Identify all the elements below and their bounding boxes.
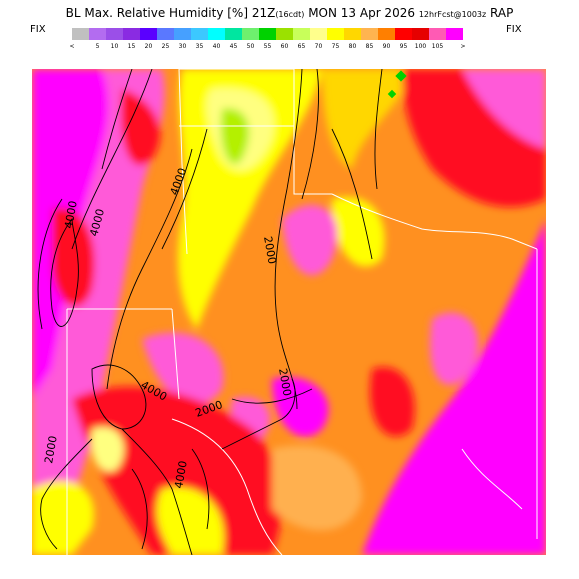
title-main: BL Max. Relative Humidity [%] 21Z: [65, 6, 276, 20]
tick-label: 70: [314, 43, 323, 50]
title-model: RAP: [490, 6, 514, 20]
tick-label: 10: [110, 43, 119, 50]
color-bar-swatch: [293, 28, 310, 40]
color-bar: [72, 28, 463, 40]
tick-label: 95: [399, 43, 408, 50]
tick-label: 15: [127, 43, 136, 50]
color-bar-swatch: [208, 28, 225, 40]
tick-lt: <: [69, 43, 75, 50]
color-bar-swatch: [157, 28, 174, 40]
color-bar-swatch: [361, 28, 378, 40]
color-bar-swatch: [89, 28, 106, 40]
color-bar-swatch: [140, 28, 157, 40]
tick-gt: >: [460, 43, 466, 50]
color-bar-swatch: [174, 28, 191, 40]
tick-label: 45: [229, 43, 238, 50]
tick-label: 65: [297, 43, 306, 50]
tick-label: 35: [195, 43, 204, 50]
color-bar-swatch: [310, 28, 327, 40]
color-bar-swatch: [378, 28, 395, 40]
tick-label: 90: [382, 43, 391, 50]
elevation-contours: [37, 69, 383, 555]
tick-label: 80: [348, 43, 357, 50]
fix-label-left: FIX: [30, 24, 46, 35]
color-bar-swatch: [429, 28, 446, 40]
map-title: BL Max. Relative Humidity [%] 21Z(16cdt)…: [0, 6, 579, 20]
color-bar-swatch: [225, 28, 242, 40]
fix-label-right: FIX: [506, 24, 522, 35]
tick-label: 40: [212, 43, 221, 50]
color-bar-swatch: [106, 28, 123, 40]
tick-label: 55: [263, 43, 272, 50]
contour-label: 2000: [261, 235, 279, 265]
tick-label: 85: [365, 43, 374, 50]
color-bar-swatch: [344, 28, 361, 40]
contour-label: 2000: [276, 367, 294, 397]
tick-label: 105: [431, 43, 444, 50]
tick-label: 30: [178, 43, 187, 50]
color-bar-swatch: [72, 28, 89, 40]
contour-labels: 4000 4000 4000 2000 2000 4000 2000 2000 …: [42, 166, 294, 489]
humidity-map: 4000 4000 4000 2000 2000 4000 2000 2000 …: [32, 69, 546, 555]
contour-label: 4000: [172, 460, 190, 490]
color-bar-swatch: [446, 28, 463, 40]
tick-label: 25: [161, 43, 170, 50]
color-bar-swatch: [412, 28, 429, 40]
title-date: MON 13 Apr 2026: [308, 6, 415, 20]
tick-label: 75: [331, 43, 340, 50]
color-bar-ticks: <5 10 15 20 25 30 35 40 45 50 55 60 65 70 75 80 85 90 95 10…: [69, 43, 504, 53]
color-bar-swatch: [242, 28, 259, 40]
contour-label: 2000: [42, 435, 60, 465]
color-bar-swatch: [259, 28, 276, 40]
tick-label: 100: [414, 43, 427, 50]
color-bar-swatch: [191, 28, 208, 40]
color-bar-swatch: [276, 28, 293, 40]
tick-label: 50: [246, 43, 255, 50]
title-forecast: 12hrFcst@1003z: [418, 10, 487, 19]
tick-label: 20: [144, 43, 153, 50]
tick-label: 5: [95, 43, 100, 50]
title-local-time: (16cdt): [275, 10, 305, 19]
color-bar-swatch: [395, 28, 412, 40]
color-bar-swatch: [327, 28, 344, 40]
contour-label: 4000: [62, 200, 80, 230]
color-bar-swatch: [123, 28, 140, 40]
tick-label: 60: [280, 43, 289, 50]
